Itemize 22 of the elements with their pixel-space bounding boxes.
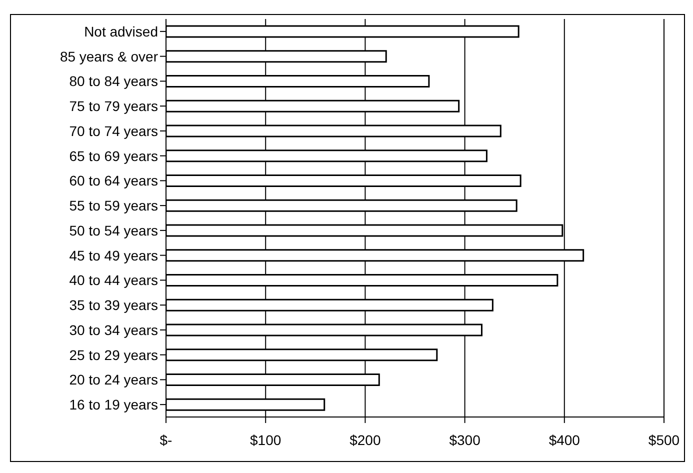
y-tick-label: 45 to 49 years	[69, 247, 158, 264]
y-tick-label: 25 to 29 years	[69, 346, 158, 363]
y-tick-label: 35 to 39 years	[69, 297, 158, 314]
y-tick-label: Not advised	[84, 23, 158, 40]
y-tick-label: 20 to 24 years	[69, 372, 158, 388]
x-tick-label: $-	[160, 432, 173, 448]
y-tick-label: 80 to 84 years	[69, 73, 158, 90]
x-tick-label: $400	[548, 432, 580, 448]
x-tick-label: $100	[250, 432, 282, 448]
y-tick-label: 75 to 79 years	[69, 98, 158, 114]
y-tick-label: 30 to 34 years	[69, 322, 158, 338]
y-tick-label: 70 to 74 years	[69, 122, 158, 139]
y-tick-label: 60 to 64 years	[69, 172, 158, 189]
x-tick-label: $300	[449, 432, 481, 448]
y-tick-label: 40 to 44 years	[69, 272, 158, 288]
y-tick-label: 50 to 54 years	[69, 222, 158, 238]
y-tick-label: 65 to 69 years	[69, 148, 158, 164]
x-tick-label: $200	[350, 432, 381, 448]
y-tick-label: 16 to 19 years	[69, 396, 158, 413]
x-tick-label: $500	[648, 432, 680, 448]
y-tick-label: 85 years & over	[60, 48, 158, 64]
y-tick-label: 55 to 59 years	[69, 198, 158, 214]
